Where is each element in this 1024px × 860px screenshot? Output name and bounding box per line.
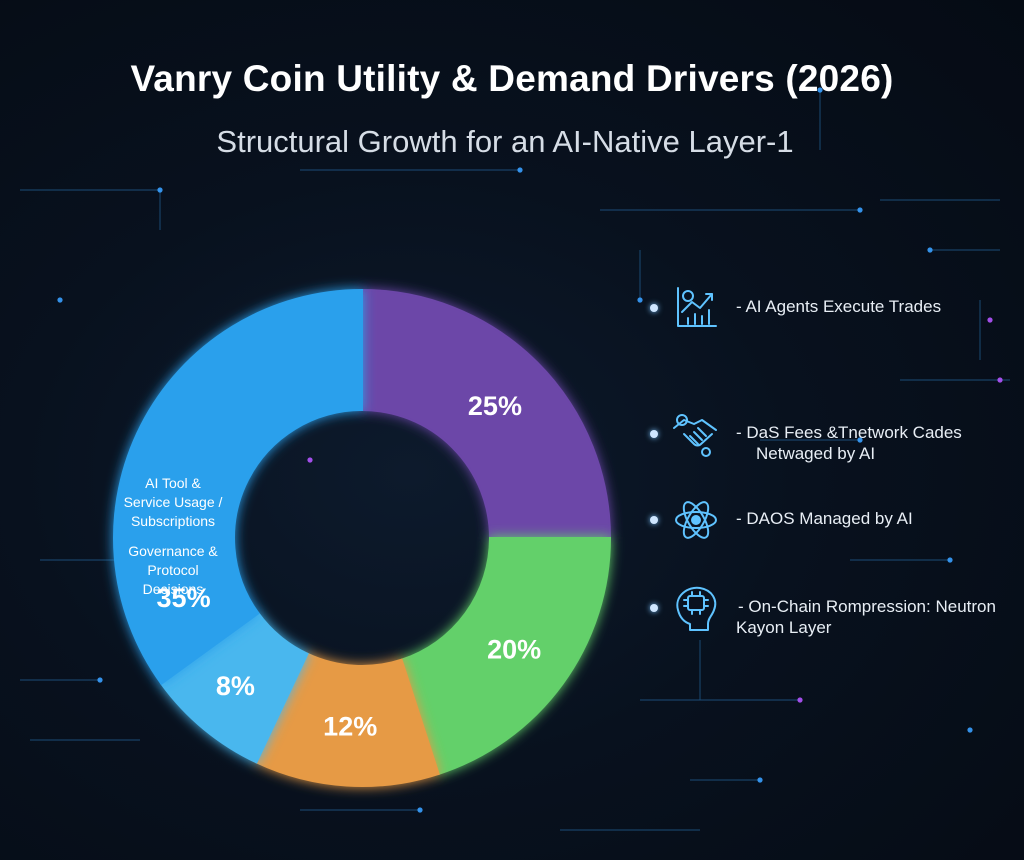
bullet-dot — [650, 604, 658, 612]
slice-value-label: 20% — [487, 635, 541, 665]
donut-slice-2 — [400, 537, 612, 776]
handshake-icon — [673, 414, 717, 457]
circuit-node — [947, 557, 953, 563]
circuit-node — [797, 697, 803, 703]
inner-category-label: Service Usage / — [124, 494, 223, 510]
circuit-node — [157, 187, 163, 193]
circuit-node — [757, 777, 763, 783]
circuit-node — [307, 457, 313, 463]
inner-category-label: Governance & — [128, 543, 218, 559]
donut-slice-5 — [113, 288, 363, 686]
inner-category-label: Subscriptions — [131, 513, 215, 529]
chart-growth-icon — [677, 287, 717, 327]
inner-category-label: Protocol — [147, 562, 198, 578]
legend-item-1: - AI Agents Execute Trades — [648, 278, 1024, 338]
circuit-node — [857, 437, 863, 443]
page-title: Vanry Coin Utility & Demand Drivers (202… — [130, 58, 894, 99]
circuit-node — [417, 807, 423, 813]
slice-value-label: 12% — [323, 712, 377, 742]
bullet-dot — [650, 430, 658, 438]
inner-category-label: Decisions — [143, 581, 204, 597]
circuit-node — [857, 207, 863, 213]
circuit-node — [517, 167, 523, 173]
circuit-node — [97, 677, 103, 683]
bullet-dot — [650, 304, 658, 312]
brain-chip-icon — [676, 586, 717, 631]
legend-text: - AI Agents Execute Trades — [736, 297, 942, 316]
circuit-node — [927, 247, 933, 253]
atom-icon — [675, 501, 717, 539]
slice-value-label: 25% — [468, 391, 522, 421]
circuit-node — [997, 377, 1003, 383]
circuit-node — [987, 317, 993, 323]
legend-item-2: - DaS Fees &Tnetwork Cades Netwaged by AI — [648, 404, 1024, 464]
legend-text: - DAOS Managed by AI — [736, 509, 913, 528]
bullet-dot — [650, 516, 658, 524]
legend-text: - DaS Fees &Tnetwork Cades Netwaged by AI — [736, 423, 962, 463]
circuit-node — [637, 297, 643, 303]
page-subtitle: Structural Growth for an AI-Native Layer… — [216, 124, 794, 159]
legend-item-4: - On-Chain Rompression: Neutron Kayon Lay… — [648, 578, 1024, 638]
slice-value-label: 8% — [216, 671, 255, 701]
slice-value-label: 35% — [157, 583, 211, 613]
donut-slice-1 — [361, 288, 612, 539]
inner-category-label: AI Tool & — [145, 475, 201, 491]
circuit-node — [817, 87, 823, 93]
legend-item-3: - DAOS Managed by AI — [648, 490, 1024, 550]
legend-text: - On-Chain Rompression: Neutron Kayon Lay… — [736, 597, 996, 637]
circuit-node — [57, 297, 63, 303]
circuit-node — [967, 727, 973, 733]
